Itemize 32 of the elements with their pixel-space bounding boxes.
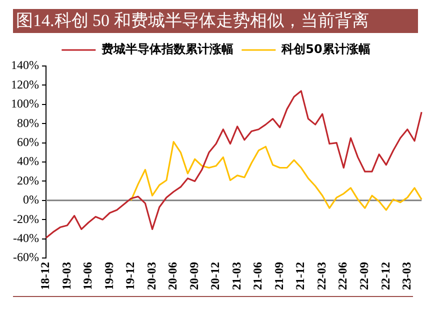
x-tick-label: 20-12	[208, 262, 222, 290]
x-tick-label: 22-12	[378, 262, 392, 290]
x-tick-label: 20-09	[186, 262, 201, 290]
x-tick-label: 18-12	[38, 262, 52, 290]
y-tick-label: -60%	[12, 250, 39, 264]
y-tick-label: 120%	[10, 77, 39, 92]
chart-title: 图14.科创 50 和费城半导体走势相似，当前背离	[13, 9, 418, 33]
x-tick-label: 21-06	[250, 262, 265, 290]
x-tick-label: 20-06	[166, 262, 180, 290]
x-tick-label: 19-03	[59, 262, 74, 290]
x-tick-label: 22-09	[357, 262, 371, 290]
y-tick-label: -20%	[12, 212, 39, 226]
y-tick-label: -40%	[12, 230, 39, 245]
y-tick-label: 20%	[16, 173, 39, 188]
y-tick-label: 60%	[16, 134, 39, 149]
x-tick-label: 19-09	[102, 262, 116, 290]
x-tick-label: 22-03	[314, 262, 328, 290]
y-tick-label: 0%	[22, 192, 39, 207]
legend-label: 费城半导体指数累计涨幅	[100, 42, 234, 56]
x-tick-label: 23-03	[400, 262, 414, 290]
x-tick-label: 20-03	[144, 262, 158, 290]
x-tick-label: 21-03	[229, 262, 244, 290]
legend-label: 科创50累计涨幅	[280, 42, 370, 56]
x-tick-label: 22-06	[336, 262, 350, 290]
x-tick-label: 21-12	[293, 262, 308, 290]
y-tick-label: 80%	[16, 116, 39, 130]
x-tick-label: 19-12	[123, 262, 138, 290]
y-tick-label: 40%	[16, 154, 39, 168]
x-tick-label: 21-09	[272, 262, 286, 290]
x-tick-label: 19-06	[80, 262, 95, 290]
y-tick-label: 140%	[10, 58, 39, 72]
y-tick-label: 100%	[10, 96, 39, 111]
